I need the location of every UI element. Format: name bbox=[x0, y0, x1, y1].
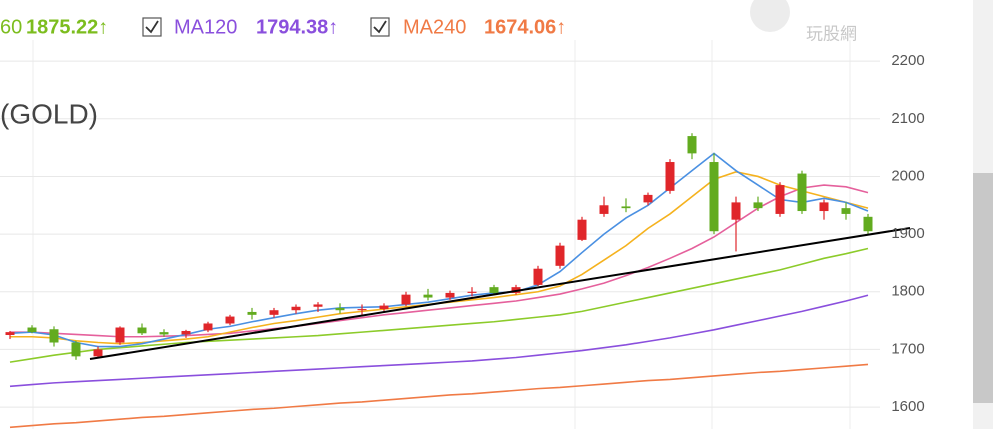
candle-body bbox=[159, 332, 169, 335]
candle-body bbox=[49, 329, 59, 343]
legend-name: 60 bbox=[0, 16, 22, 38]
candle-body bbox=[775, 185, 785, 214]
y-tick-label: 2000 bbox=[891, 167, 924, 184]
y-tick-label: 1800 bbox=[891, 283, 924, 300]
legend-value: 1674.06↑ bbox=[484, 16, 566, 38]
checkmark bbox=[145, 20, 159, 34]
chart-title: (GOLD) bbox=[0, 98, 98, 129]
candle-body bbox=[687, 136, 697, 154]
candle-body bbox=[225, 316, 235, 324]
legend: 60 1875.22↑ MA120 1794.38↑ MA240 1674.06↑ bbox=[0, 16, 566, 38]
y-tick-label: 2100 bbox=[891, 110, 924, 127]
candle-body bbox=[731, 202, 741, 220]
candle-body bbox=[203, 323, 213, 331]
ma-line bbox=[9, 247, 869, 363]
legend-checkbox[interactable] bbox=[142, 17, 162, 37]
legend-checkbox[interactable] bbox=[370, 17, 390, 37]
candle-body bbox=[665, 162, 675, 191]
ma-line bbox=[9, 363, 869, 429]
checkmark bbox=[373, 20, 387, 34]
candle-body bbox=[27, 327, 37, 333]
legend-name: MA120 bbox=[174, 16, 237, 38]
watermark: 玩股網 bbox=[806, 24, 857, 43]
candle-body bbox=[93, 349, 103, 357]
ma-line bbox=[9, 152, 869, 348]
candle-body bbox=[445, 292, 455, 298]
candle-body bbox=[71, 342, 81, 357]
candle-body bbox=[753, 202, 763, 209]
candle-body bbox=[797, 173, 807, 212]
candle-body bbox=[709, 162, 719, 232]
candle-body bbox=[5, 332, 15, 336]
trend-line bbox=[89, 227, 911, 360]
y-tick-label: 1700 bbox=[891, 340, 924, 357]
candle-body bbox=[643, 194, 653, 203]
y-tick-label: 2200 bbox=[891, 52, 924, 69]
candle-body bbox=[841, 208, 851, 214]
y-tick-label: 1600 bbox=[891, 398, 924, 415]
legend-value: 1875.22↑ bbox=[26, 16, 108, 38]
candle-body bbox=[247, 311, 257, 315]
candle-body bbox=[137, 327, 147, 334]
ma-line bbox=[9, 294, 869, 388]
candle-body bbox=[115, 327, 125, 343]
candle-body bbox=[357, 309, 367, 311]
ma-line bbox=[10, 184, 869, 338]
candle-body bbox=[291, 306, 301, 311]
y-tick-label: 1900 bbox=[891, 225, 924, 242]
y-axis: 1600 1700 1800 1900 2000 2100 2200 bbox=[891, 52, 924, 415]
ma-lines bbox=[9, 152, 869, 429]
candle-body bbox=[181, 330, 191, 335]
candle-body bbox=[489, 287, 499, 293]
candle-body bbox=[533, 268, 543, 285]
candle-body bbox=[599, 205, 609, 214]
candle-body bbox=[621, 206, 631, 209]
legend-name: MA240 bbox=[403, 16, 466, 38]
candle-body bbox=[401, 294, 411, 305]
candle-body bbox=[819, 202, 829, 212]
candle-body bbox=[269, 310, 279, 315]
scrollbar-thumb[interactable] bbox=[973, 173, 993, 403]
watermark-icon bbox=[750, 0, 790, 32]
candle-body bbox=[335, 307, 345, 311]
candle-body bbox=[577, 219, 587, 240]
candle-body bbox=[313, 304, 323, 307]
candles bbox=[5, 133, 873, 360]
legend-value: 1794.38↑ bbox=[256, 16, 338, 38]
candle-body bbox=[863, 216, 873, 232]
candle-body bbox=[379, 305, 389, 310]
candle-body bbox=[555, 245, 565, 266]
candle-body bbox=[467, 291, 477, 293]
candle-body bbox=[423, 294, 433, 298]
